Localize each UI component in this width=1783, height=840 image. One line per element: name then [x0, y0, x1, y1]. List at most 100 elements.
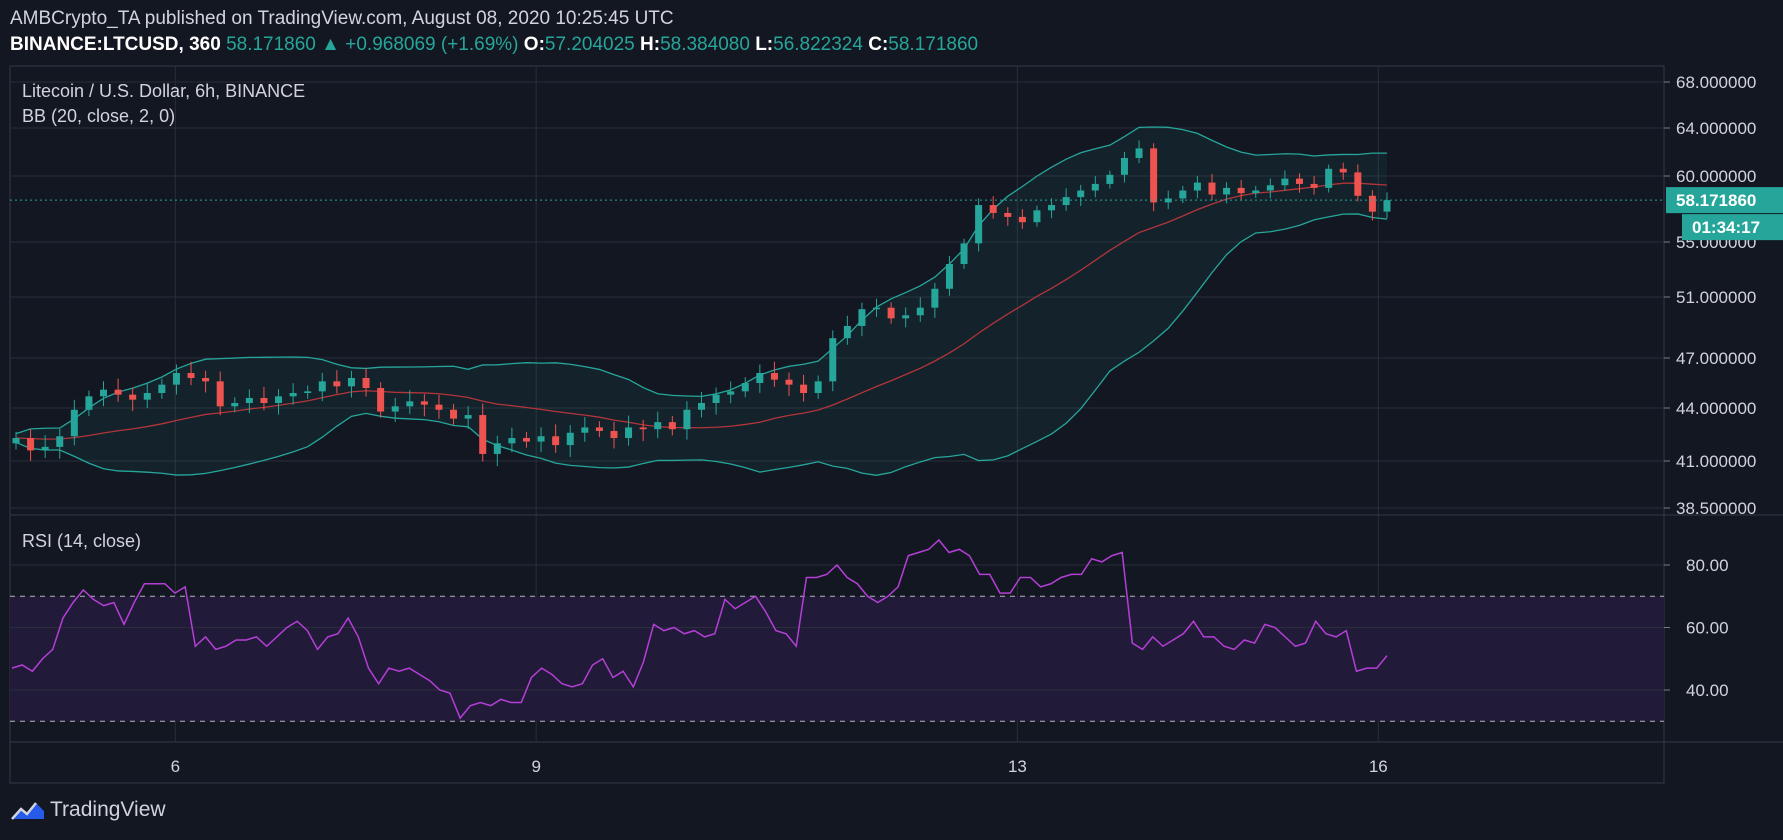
candle: [654, 422, 662, 430]
candle: [989, 205, 997, 213]
low-label: L:: [755, 34, 774, 55]
price-tick-label: 44.000000: [1676, 399, 1756, 418]
candle: [727, 391, 735, 395]
candle: [945, 264, 953, 289]
candle: [56, 436, 64, 447]
candle: [275, 396, 283, 403]
high-value: 58.384080: [660, 34, 750, 55]
rsi-tick-label: 40.00: [1686, 681, 1729, 700]
candle: [960, 243, 968, 264]
candle: [800, 384, 808, 393]
candle: [770, 373, 778, 380]
candle: [493, 443, 501, 454]
candle: [1368, 195, 1376, 212]
candle: [1120, 158, 1128, 175]
candle: [1048, 205, 1056, 211]
price-tick-label: 68.000000: [1676, 73, 1756, 92]
candle: [1383, 200, 1391, 212]
candle: [712, 394, 720, 403]
candle: [1106, 174, 1114, 184]
candle: [1018, 216, 1026, 223]
candle: [858, 309, 866, 326]
candle: [639, 427, 647, 430]
candle: [698, 403, 705, 410]
price-tick-label: 64.000000: [1676, 119, 1756, 138]
candle: [595, 427, 603, 431]
candle: [1237, 187, 1245, 194]
candle: [245, 398, 253, 403]
brand-name: TradingView: [50, 798, 166, 821]
rsi-band-fill: [10, 596, 1664, 722]
candle: [1252, 190, 1260, 194]
candle: [450, 409, 458, 419]
candle: [537, 436, 545, 442]
price-tick-label: 60.000000: [1676, 167, 1756, 186]
candle: [464, 415, 472, 419]
candle: [756, 373, 764, 383]
tradingview-brand[interactable]: TradingView: [10, 798, 166, 822]
candle: [202, 378, 210, 382]
candle: [785, 379, 793, 385]
candle: [1281, 178, 1289, 186]
candle: [1091, 183, 1099, 191]
candle: [479, 415, 487, 454]
candle: [916, 307, 924, 316]
candle: [377, 388, 385, 412]
candle: [814, 381, 822, 393]
candle: [625, 427, 633, 439]
bb-lower-line: [15, 213, 1388, 476]
candle: [260, 398, 268, 403]
candle: [114, 389, 122, 395]
publish-info: AMBCrypto_TA published on TradingView.co…: [10, 8, 674, 29]
last-price-tag: [1666, 187, 1783, 214]
candle: [931, 288, 939, 308]
candle: [420, 401, 428, 405]
candle: [85, 396, 93, 410]
candle: [522, 438, 530, 442]
candle: [843, 325, 851, 339]
candle: [158, 384, 166, 393]
symbol-label: BINANCE:LTCUSD, 360: [10, 34, 221, 55]
candle: [406, 401, 414, 407]
candle: [902, 315, 910, 319]
candle: [1295, 178, 1303, 184]
candle: [435, 404, 443, 410]
close-value: 58.171860: [888, 34, 979, 55]
last-price-tag-text: 58.171860: [1676, 191, 1756, 210]
high-label: H:: [640, 34, 661, 55]
candle: [1310, 183, 1318, 188]
candle: [1223, 187, 1231, 195]
candle: [741, 383, 749, 392]
candle: [1077, 190, 1085, 198]
close-label: C:: [868, 34, 889, 55]
price-tick-label: 41.000000: [1676, 452, 1756, 471]
candle: [683, 409, 691, 430]
tradingview-logo-icon: [11, 802, 44, 820]
price-tick-label: 38.500000: [1676, 499, 1756, 518]
bb-basis-line: [15, 182, 1388, 440]
candle: [566, 432, 574, 446]
candle: [1062, 197, 1070, 206]
candle: [1208, 182, 1216, 195]
candle: [70, 409, 78, 437]
candle: [304, 391, 312, 393]
bb-fill: [16, 127, 1387, 476]
candle: [1339, 168, 1347, 173]
price-change: +0.968069 (+1.69%): [345, 34, 519, 55]
open-label: O:: [523, 34, 545, 55]
x-tick-label: 6: [171, 757, 180, 776]
rsi-line: [11, 538, 1388, 720]
candle: [143, 393, 151, 400]
candle: [1135, 148, 1143, 158]
candle: [887, 307, 895, 319]
candle: [318, 381, 326, 392]
price-scale-bg: [1664, 66, 1783, 783]
candle: [552, 436, 560, 446]
candle: [1325, 168, 1333, 188]
candle: [1164, 198, 1172, 203]
candle: [508, 438, 516, 444]
candle: [362, 378, 370, 388]
candle: [581, 427, 589, 433]
candle: [1033, 210, 1041, 223]
